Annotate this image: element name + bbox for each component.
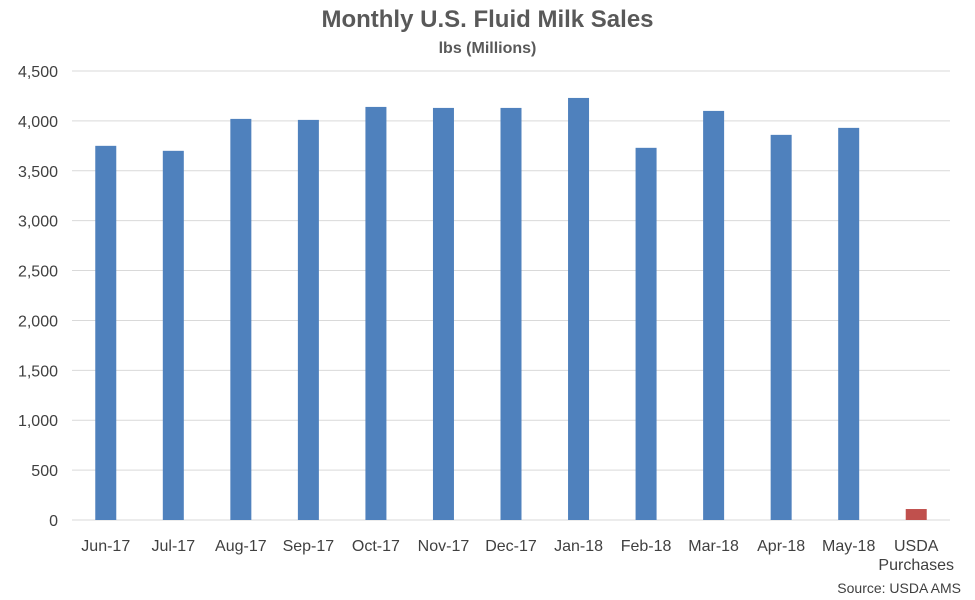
bar-jul-17 bbox=[162, 150, 184, 521]
bar-sep-17 bbox=[297, 119, 319, 520]
bar-aug-17 bbox=[230, 118, 252, 520]
y-tick-label: 0 bbox=[49, 513, 58, 530]
x-tick-label: Aug-17 bbox=[215, 538, 267, 555]
x-tick-label: Mar-18 bbox=[688, 538, 739, 555]
y-tick-label: 500 bbox=[31, 463, 58, 480]
x-tick-label: Jul-17 bbox=[152, 538, 196, 555]
y-tick-label: 4,500 bbox=[18, 64, 58, 81]
y-tick-label: 1,500 bbox=[18, 363, 58, 380]
bar-feb-18 bbox=[635, 147, 657, 520]
x-tick-label: Jan-18 bbox=[554, 538, 603, 555]
x-tick-label: Feb-18 bbox=[621, 538, 672, 555]
y-tick-label: 3,000 bbox=[18, 214, 58, 231]
x-tick-label: Dec-17 bbox=[485, 538, 537, 555]
x-tick-label: Jun-17 bbox=[81, 538, 130, 555]
x-tick-label: Sep-17 bbox=[283, 538, 335, 555]
y-tick-label: 4,000 bbox=[18, 114, 58, 131]
bar-usda-purchases bbox=[905, 509, 927, 520]
chart-subtitle: lbs (Millions) bbox=[438, 40, 537, 57]
x-tick-label: USDA Purchases bbox=[878, 538, 954, 574]
y-tick-label: 2,000 bbox=[18, 313, 58, 330]
bar-oct-17 bbox=[365, 106, 387, 521]
bar-nov-17 bbox=[432, 107, 454, 520]
bar-jun-17 bbox=[95, 145, 117, 521]
bar-dec-17 bbox=[500, 107, 522, 520]
bar-mar-18 bbox=[703, 110, 725, 521]
y-tick-label: 3,500 bbox=[18, 164, 58, 181]
bar-jan-18 bbox=[568, 97, 590, 520]
y-tick-label: 2,500 bbox=[18, 264, 58, 281]
x-tick-label: May-18 bbox=[822, 538, 875, 555]
x-tick-label: Apr-18 bbox=[757, 538, 805, 555]
bar-may-18 bbox=[838, 127, 860, 520]
chart-title: Monthly U.S. Fluid Milk Sales bbox=[321, 6, 654, 33]
x-tick-label: Nov-17 bbox=[418, 538, 470, 555]
bar-apr-18 bbox=[770, 134, 792, 520]
x-tick-label: Oct-17 bbox=[352, 538, 400, 555]
source-note: Source: USDA AMS bbox=[837, 580, 961, 596]
y-tick-label: 1,000 bbox=[18, 413, 58, 430]
